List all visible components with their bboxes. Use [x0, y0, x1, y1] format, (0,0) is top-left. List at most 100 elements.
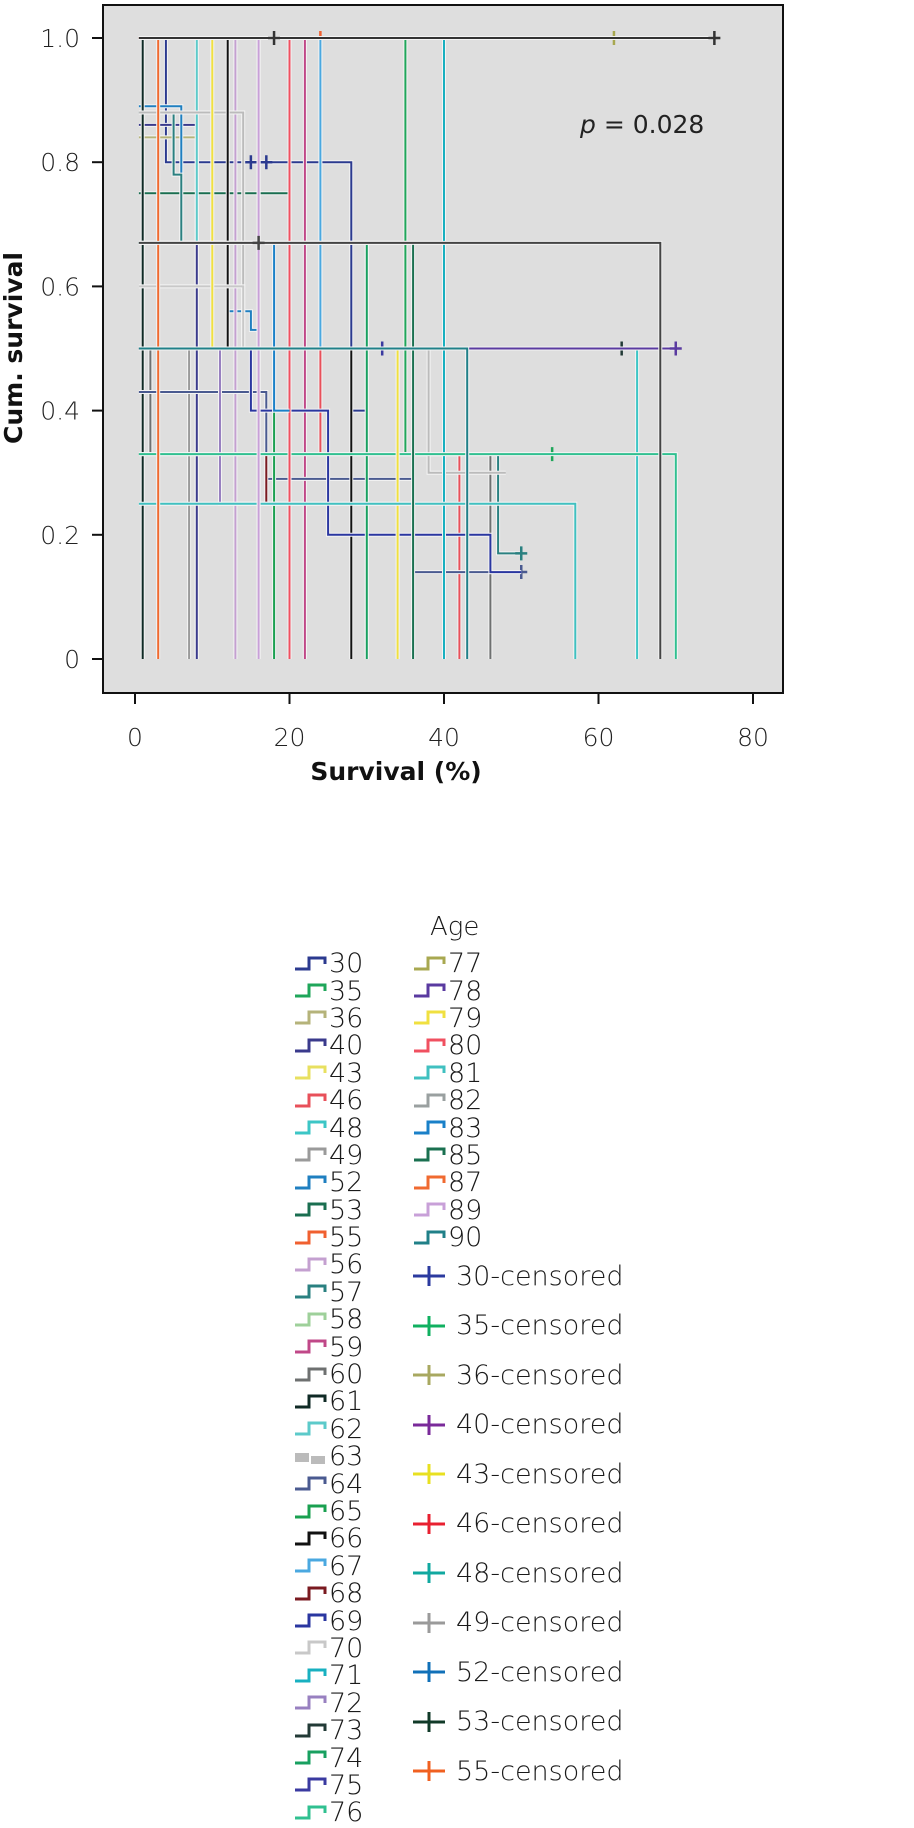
legend-label: 68 [329, 1578, 364, 1610]
legend-label: 70 [329, 1632, 364, 1664]
step-line-icon [295, 1065, 327, 1080]
legend-item: 53 [293, 1197, 363, 1224]
legend-title: Age [430, 912, 480, 942]
censor-mark [669, 341, 682, 356]
censor-plus-icon [413, 1414, 445, 1435]
legend-item: 83 [412, 1114, 624, 1142]
step-line-icon [414, 1065, 446, 1080]
y-axis-title: Cum. survival [0, 252, 28, 444]
step-line-icon [295, 1284, 327, 1299]
step-line-icon [295, 956, 327, 971]
legend-label: 69 [329, 1605, 364, 1637]
legend-label: 55 [329, 1222, 364, 1254]
legend-item: 69 [293, 1605, 364, 1637]
legend-item: 65 [293, 1498, 363, 1525]
legend-item: 43 [293, 1060, 363, 1087]
legend-item: 82 [412, 1087, 624, 1114]
step-line-icon [414, 956, 446, 971]
censor-plus-icon [413, 1612, 445, 1633]
step-line-icon [295, 1257, 327, 1272]
survival-curve [138, 241, 662, 659]
censor-mark [515, 546, 528, 561]
legend-item: 89 [412, 1197, 624, 1224]
censor-mark [252, 235, 265, 250]
legend-label: 46 [329, 1085, 364, 1117]
x-tick-label: 60 [583, 723, 615, 752]
series-black-68 [138, 235, 663, 659]
legend-label: 40 [329, 1030, 364, 1062]
survival-curve [138, 347, 522, 574]
step-line-icon [295, 1452, 325, 1464]
legend-item: 49 [293, 1142, 363, 1169]
series-layer [138, 31, 721, 659]
x-tick-label: 80 [737, 723, 769, 752]
legend-label: 43 [329, 1057, 364, 1089]
step-line-icon [295, 1531, 327, 1546]
legend-label: 62 [329, 1413, 364, 1445]
legend-item: 66 [293, 1525, 363, 1552]
km-chart: 0 0.2 0.4 0.6 0.8 1.0 0 20 40 60 80 p = 0.028 Sur… [0, 4, 784, 786]
legend-label: 59 [329, 1331, 364, 1363]
step-line-icon [295, 1230, 327, 1245]
legend-label: 48 [329, 1112, 364, 1144]
legend-column-1: 30 35 36 40 43 46 48 49 52 53 55 56 57 58 59 60 61 62 63 64… [293, 950, 363, 1827]
legend-item: 30-censored [412, 1251, 624, 1301]
legend-item: 49-censored [412, 1598, 624, 1648]
legend-label: 87 [448, 1167, 483, 1199]
legend-item: 80 [412, 1032, 624, 1059]
p-value-annotation: p = 0.028 [579, 110, 704, 139]
legend-label: 64 [329, 1468, 364, 1500]
legend-label: 85 [448, 1139, 483, 1171]
legend-label: 89 [448, 1194, 483, 1226]
legend-label: 35-censored [456, 1310, 624, 1342]
legend-item: 72 [293, 1690, 363, 1717]
censor-mark [244, 155, 257, 170]
legend-item: 40-censored [412, 1400, 624, 1450]
x-axis: 0 20 40 60 80 [127, 693, 769, 752]
x-tick-label: 40 [428, 723, 460, 752]
legend-label: 56 [329, 1249, 364, 1281]
legend-item: 68 [293, 1580, 363, 1607]
legend-label: 43-censored [456, 1458, 624, 1490]
legend-label: 79 [448, 1002, 483, 1034]
step-line-icon [295, 1394, 327, 1409]
step-line-icon [295, 1613, 327, 1628]
legend-item: 35 [293, 977, 363, 1005]
legend-label: 81 [448, 1057, 483, 1089]
legend-label: 49 [329, 1139, 364, 1171]
legend-item: 90 [412, 1224, 624, 1251]
legend-label: 82 [448, 1085, 483, 1117]
censor-plus-icon [413, 1266, 445, 1287]
legend-label: 75 [329, 1769, 364, 1801]
series-black-long [138, 31, 721, 45]
legend-item: 74 [293, 1744, 363, 1772]
step-line-icon [414, 1010, 446, 1025]
step-line-icon [414, 1147, 446, 1162]
legend-label: 52 [329, 1167, 364, 1199]
legend-label: 77 [448, 948, 483, 980]
legend-label: 30 [329, 948, 364, 980]
legend-label: 55-censored [456, 1755, 624, 1787]
censor-mark [268, 31, 281, 45]
step-line-icon [414, 1120, 446, 1135]
step-line-icon [295, 1038, 327, 1053]
step-line-icon [295, 1640, 327, 1655]
step-line-icon [295, 1010, 327, 1025]
step-line-icon [295, 1504, 327, 1518]
step-line-icon [295, 1339, 327, 1354]
legend-item: 81 [412, 1060, 624, 1087]
legend-item: 46-censored [412, 1499, 624, 1549]
series-70 [138, 284, 246, 349]
censor-plus-icon [413, 1464, 445, 1485]
legend-item: 70 [293, 1635, 363, 1662]
legend-item: 43-censored [412, 1449, 624, 1499]
legend-item: 61 [293, 1388, 363, 1415]
legend-item: 52 [293, 1169, 363, 1196]
survival-curve [138, 285, 245, 349]
step-line-icon [295, 1750, 327, 1765]
legend-label: 61 [329, 1386, 364, 1418]
step-line-icon [295, 1777, 327, 1792]
legend-label: 36 [329, 1002, 364, 1034]
step-line-icon [295, 1558, 327, 1573]
legend-item: 60 [293, 1361, 363, 1388]
